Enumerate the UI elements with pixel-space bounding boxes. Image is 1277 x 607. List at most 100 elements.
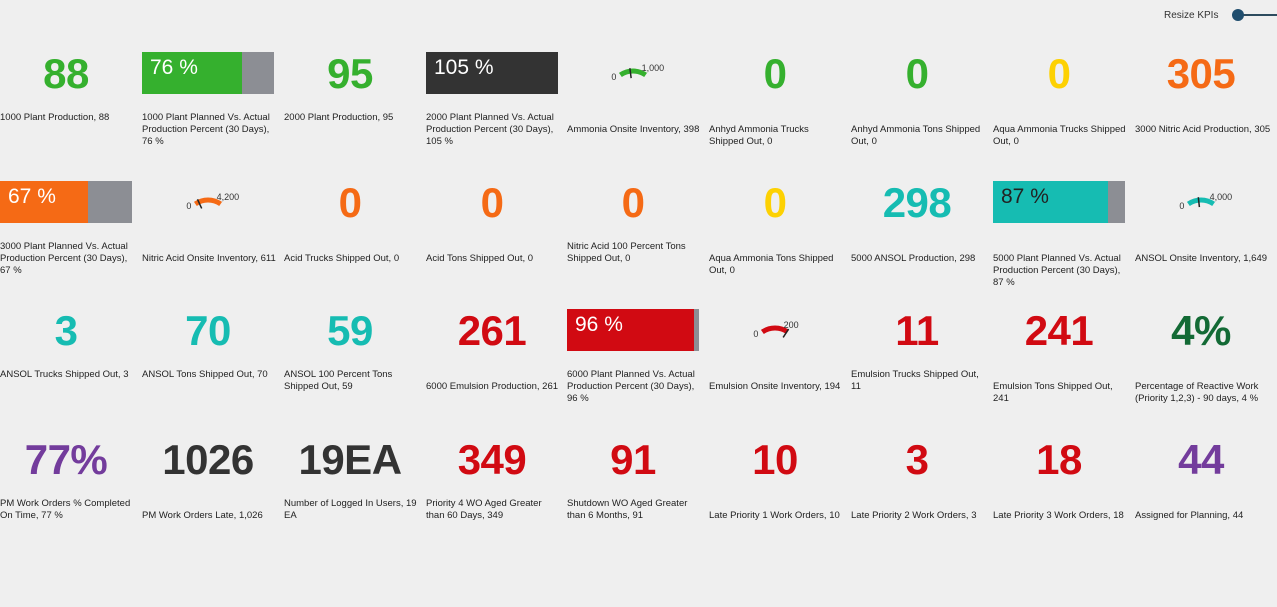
kpi-value: 95 — [327, 50, 373, 97]
gauge-svg — [193, 197, 223, 209]
kpi-caption: 3000 Plant Planned Vs. Actual Production… — [0, 241, 128, 276]
kpi-tile-t14[interactable]: 0 Nitric Acid 100 Percent Tons Shipped Ou… — [567, 172, 707, 298]
kpi-value: 0 — [905, 50, 929, 97]
kpi-caption: ANSOL 100 Percent Tons Shipped Out, 59 — [284, 369, 393, 392]
gauge-max-label: 200 — [783, 319, 799, 330]
kpi-tile-t35[interactable]: 18 Late Priority 3 Work Orders, 18 — [993, 429, 1133, 555]
gauge-needle — [196, 198, 203, 209]
kpi-tile-t6[interactable]: 0 Anhyd Ammonia Trucks Shipped Out, 0 — [709, 43, 849, 169]
kpi-tile-t25[interactable]: 11 Emulsion Trucks Shipped Out, 11 — [851, 300, 991, 426]
kpi-caption: 3000 Nitric Acid Production, 305 — [1135, 124, 1271, 135]
kpi-tile-t3[interactable]: 95 2000 Plant Production, 95 — [284, 43, 424, 169]
kpi-tile-t9[interactable]: 305 3000 Nitric Acid Production, 305 — [1135, 43, 1275, 169]
kpi-value: 0 — [480, 179, 504, 226]
kpi-caption: Shutdown WO Aged Greater than 6 Months, … — [567, 498, 688, 521]
kpi-tile-t27[interactable]: 4% Percentage of Reactive Work (Priority … — [1135, 300, 1275, 426]
progress-value: 76 % — [150, 56, 198, 79]
kpi-caption: 5000 Plant Planned Vs. Actual Production… — [993, 253, 1121, 288]
gauge-needle — [629, 68, 632, 79]
kpi-caption: Anhyd Ammonia Trucks Shipped Out, 0 — [709, 124, 809, 147]
kpi-tile-t2[interactable]: 76 % 1000 Plant Planned Vs. Actual Produc… — [142, 43, 282, 169]
kpi-tile-t18[interactable]: 0 4,000 ANSOL Onsite Inventory, 1,649 — [1135, 172, 1275, 298]
kpi-caption: Number of Logged In Users, 19 EA — [284, 498, 417, 521]
kpi-caption: PM Work Orders % Completed On Time, 77 % — [0, 498, 131, 521]
slider-knob[interactable] — [1232, 9, 1244, 21]
kpi-caption: Anhyd Ammonia Tons Shipped Out, 0 — [851, 124, 981, 147]
kpi-caption: 2000 Plant Planned Vs. Actual Production… — [426, 112, 554, 147]
kpi-caption: Ammonia Onsite Inventory, 398 — [567, 124, 700, 135]
kpi-value: 88 — [43, 50, 89, 97]
kpi-tile-t33[interactable]: 10 Late Priority 1 Work Orders, 10 — [709, 429, 849, 555]
kpi-value: 0 — [763, 50, 787, 97]
kpi-tile-t8[interactable]: 0 Aqua Ammonia Trucks Shipped Out, 0 — [993, 43, 1133, 169]
kpi-caption: Emulsion Tons Shipped Out, 241 — [993, 381, 1113, 404]
kpi-tile-t1[interactable]: 88 1000 Plant Production, 88 — [0, 43, 140, 169]
kpi-tile-t23[interactable]: 96 % 6000 Plant Planned Vs. Actual Produc… — [567, 300, 707, 426]
kpi-tile-t32[interactable]: 91 Shutdown WO Aged Greater than 6 Months… — [567, 429, 707, 555]
kpi-caption: ANSOL Onsite Inventory, 1,649 — [1135, 253, 1268, 264]
resize-kpis-slider[interactable] — [1232, 9, 1277, 21]
kpi-caption: Emulsion Trucks Shipped Out, 11 — [851, 369, 979, 392]
kpi-caption: Aqua Ammonia Trucks Shipped Out, 0 — [993, 124, 1126, 147]
gauge: 0 1,000 — [567, 43, 699, 105]
progress-bar: 67 % — [0, 181, 132, 223]
kpi-tile-t31[interactable]: 349 Priority 4 WO Aged Greater than 60 Da… — [426, 429, 566, 555]
kpi-tile-t28[interactable]: 77% PM Work Orders % Completed On Time, 7… — [0, 429, 140, 555]
kpi-tile-t24[interactable]: 0 200 Emulsion Onsite Inventory, 194 — [709, 300, 849, 426]
gauge-svg — [760, 325, 790, 338]
kpi-caption: 2000 Plant Production, 95 — [284, 112, 394, 123]
kpi-tile-t11[interactable]: 0 4,200 Nitric Acid Onsite Inventory, 611 — [142, 172, 282, 298]
kpi-tile-t36[interactable]: 44 Assigned for Planning, 44 — [1135, 429, 1275, 555]
kpi-tile-t20[interactable]: 70 ANSOL Tons Shipped Out, 70 — [142, 300, 282, 426]
kpi-caption: Assigned for Planning, 44 — [1135, 510, 1244, 521]
kpi-value: 18 — [1036, 436, 1082, 483]
kpi-tile-t21[interactable]: 59 ANSOL 100 Percent Tons Shipped Out, 59 — [284, 300, 424, 426]
progress-value: 67 % — [8, 185, 56, 208]
kpi-tile-t29[interactable]: 1026 PM Work Orders Late, 1,026 — [142, 429, 282, 555]
kpi-tile-t12[interactable]: 0 Acid Trucks Shipped Out, 0 — [284, 172, 424, 298]
kpi-value: 11 — [895, 307, 939, 354]
kpi-tile-t34[interactable]: 3 Late Priority 2 Work Orders, 3 — [851, 429, 991, 555]
gauge-max-label: 4,200 — [216, 191, 240, 202]
slider-track[interactable] — [1238, 14, 1277, 16]
kpi-caption: Late Priority 2 Work Orders, 3 — [851, 510, 977, 521]
kpi-value: 3 — [905, 436, 929, 483]
gauge-max-label: 1,000 — [641, 62, 665, 73]
kpi-tile-t30[interactable]: 19EA Number of Logged In Users, 19 EA — [284, 429, 424, 555]
kpi-caption: Priority 4 WO Aged Greater than 60 Days,… — [426, 498, 542, 521]
kpi-value: 0 — [1047, 50, 1071, 97]
kpi-caption: Acid Trucks Shipped Out, 0 — [284, 253, 400, 264]
kpi-tile-t5[interactable]: 0 1,000 Ammonia Onsite Inventory, 398 — [567, 43, 707, 169]
kpi-caption: 6000 Plant Planned Vs. Actual Production… — [567, 369, 695, 404]
gauge-arc — [1186, 197, 1216, 207]
progress-value: 96 % — [575, 313, 623, 336]
kpi-tile-t10[interactable]: 67 % 3000 Plant Planned Vs. Actual Produc… — [0, 172, 140, 298]
kpi-tile-t13[interactable]: 0 Acid Tons Shipped Out, 0 — [426, 172, 566, 298]
kpi-caption: 6000 Emulsion Production, 261 — [426, 381, 559, 392]
kpi-value: 77% — [24, 436, 108, 483]
progress-fill — [993, 181, 1108, 223]
progress-fill — [567, 309, 694, 351]
gauge-max-label: 4,000 — [1209, 191, 1233, 202]
kpi-caption: 1000 Plant Production, 88 — [0, 112, 110, 123]
kpi-value: 4% — [1171, 307, 1231, 354]
gauge-svg — [1186, 197, 1216, 208]
kpi-tile-t17[interactable]: 87 % 5000 Plant Planned Vs. Actual Produc… — [993, 172, 1133, 298]
kpi-tile-t16[interactable]: 298 5000 ANSOL Production, 298 — [851, 172, 991, 298]
kpi-tile-t26[interactable]: 241 Emulsion Tons Shipped Out, 241 — [993, 300, 1133, 426]
kpi-tile-t22[interactable]: 261 6000 Emulsion Production, 261 — [426, 300, 566, 426]
kpi-tile-t7[interactable]: 0 Anhyd Ammonia Tons Shipped Out, 0 — [851, 43, 991, 169]
kpi-value: 298 — [882, 179, 952, 226]
kpi-caption: PM Work Orders Late, 1,026 — [142, 510, 263, 521]
kpi-tile-t4[interactable]: 105 % 2000 Plant Planned Vs. Actual Produ… — [426, 43, 566, 169]
gauge-min-label: 0 — [753, 328, 759, 339]
gauge: 0 200 — [709, 300, 841, 362]
gauge-min-label: 0 — [186, 200, 192, 211]
progress-fill — [0, 181, 89, 223]
kpi-caption: Nitric Acid 100 Percent Tons Shipped Out… — [567, 241, 686, 264]
progress-value: 87 % — [1001, 185, 1049, 208]
kpi-value: 10 — [752, 436, 798, 483]
kpi-tile-t19[interactable]: 3 ANSOL Trucks Shipped Out, 3 — [0, 300, 140, 426]
kpi-tile-t15[interactable]: 0 Aqua Ammonia Tons Shipped Out, 0 — [709, 172, 849, 298]
kpi-value: 19EA — [298, 436, 402, 483]
